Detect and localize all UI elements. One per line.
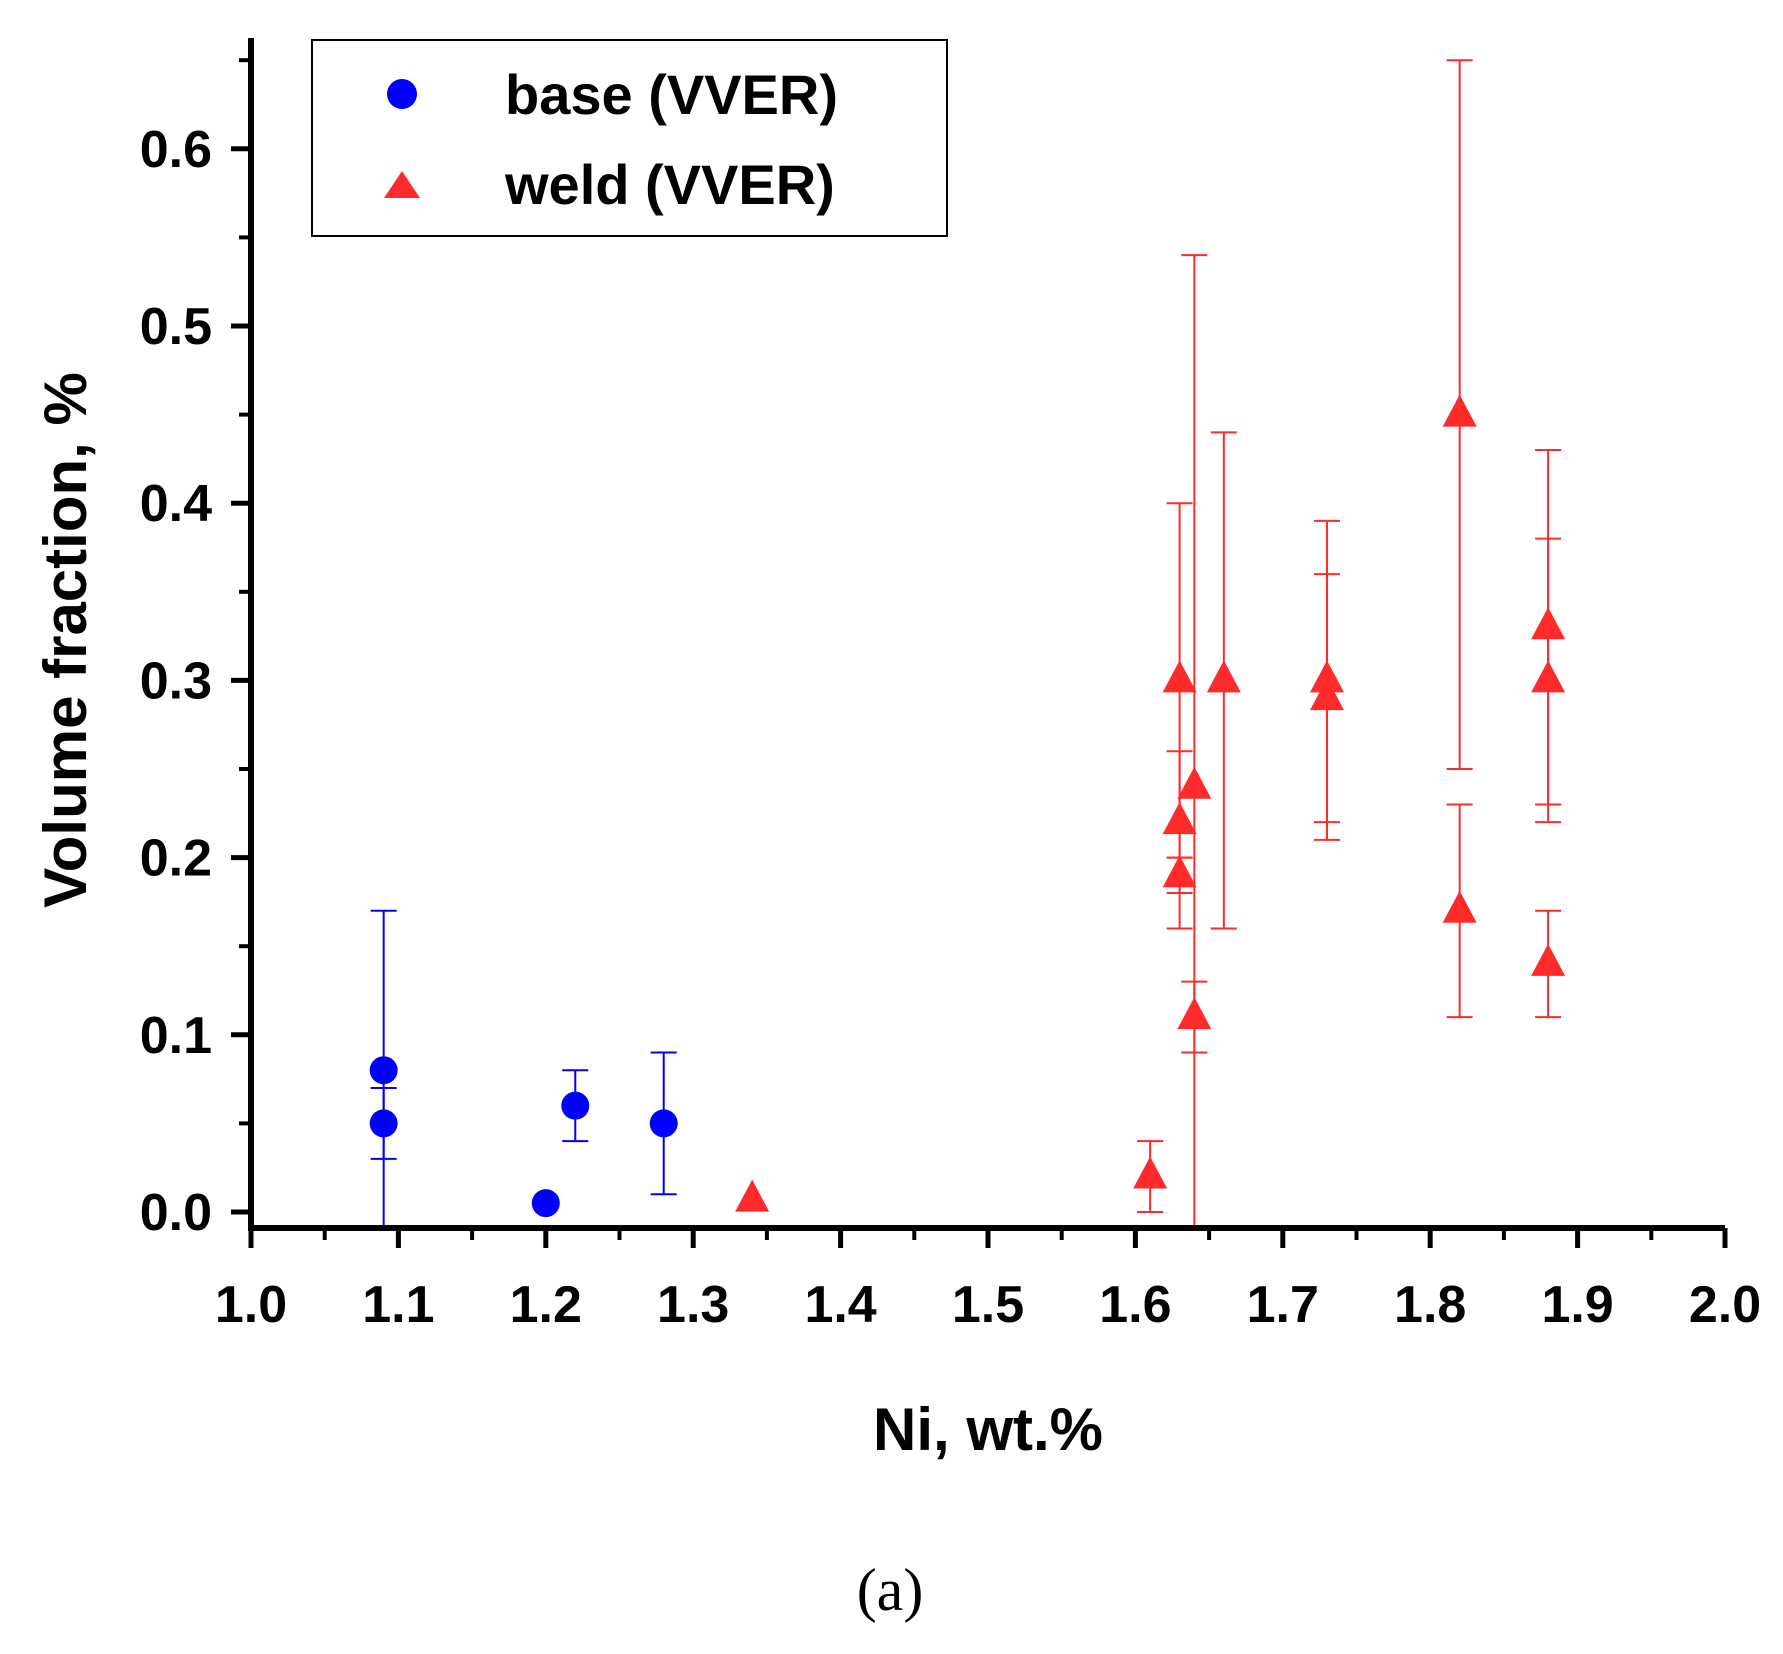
data-point-base bbox=[369, 1109, 398, 1138]
x-tick-label: 1.2 bbox=[510, 1276, 582, 1334]
ticks-layer: 1.0 1.1 1.2 1.3 1.4 1.5 1.6 1.7 1.8 1.9 2.0 0.0 0.1 0… bbox=[140, 58, 1761, 1334]
data-point-weld bbox=[1177, 766, 1212, 799]
data-point-weld bbox=[1442, 890, 1477, 923]
y-tick-label: 0.2 bbox=[140, 830, 212, 888]
legend-base-marker bbox=[387, 79, 417, 109]
data-point-base bbox=[531, 1189, 560, 1218]
data-point-base bbox=[369, 1056, 398, 1085]
data-point-weld bbox=[735, 1179, 770, 1212]
x-tick-label: 1.9 bbox=[1541, 1276, 1613, 1334]
x-tick-label: 1.1 bbox=[362, 1276, 434, 1334]
y-tick-label: 0.5 bbox=[140, 298, 212, 356]
data-point-weld bbox=[1206, 660, 1241, 693]
legend: base (VVER) weld (VVER) bbox=[311, 39, 948, 237]
data-point-base bbox=[649, 1109, 678, 1138]
legend-base-label: base (VVER) bbox=[505, 63, 838, 126]
data-point-weld bbox=[1162, 660, 1197, 693]
data-point-weld bbox=[1310, 660, 1345, 693]
data-point-weld bbox=[1177, 997, 1212, 1030]
y-axis-title: Volume fraction, % bbox=[32, 372, 99, 908]
data-point-weld bbox=[1133, 1156, 1168, 1189]
x-tick-label: 2.0 bbox=[1689, 1276, 1761, 1334]
panel-label: (a) bbox=[857, 1557, 924, 1623]
data-point-weld bbox=[1531, 607, 1566, 640]
x-tick-label: 1.5 bbox=[952, 1276, 1024, 1334]
data-point-weld bbox=[1442, 394, 1477, 427]
x-tick-label: 1.0 bbox=[215, 1276, 287, 1334]
data-point-weld bbox=[1531, 943, 1566, 976]
y-tick-label: 0.4 bbox=[140, 475, 212, 533]
data-point-weld bbox=[1162, 855, 1197, 888]
x-axis-title: Ni, wt.% bbox=[873, 1396, 1103, 1463]
y-tick-label: 0.6 bbox=[140, 121, 212, 179]
x-tick-label: 1.8 bbox=[1394, 1276, 1466, 1334]
data-point-weld bbox=[1162, 802, 1197, 835]
x-tick-label: 1.4 bbox=[804, 1276, 876, 1334]
data-point-weld bbox=[1310, 678, 1345, 711]
markers-layer bbox=[369, 394, 1566, 1218]
y-tick-label: 0.1 bbox=[140, 1007, 212, 1065]
data-point-weld bbox=[1531, 660, 1566, 693]
x-tick-label: 1.7 bbox=[1247, 1276, 1319, 1334]
x-tick-label: 1.6 bbox=[1099, 1276, 1171, 1334]
y-tick-label: 0.3 bbox=[140, 652, 212, 710]
error-bar bbox=[1181, 254, 1208, 1231]
legend-weld-label: weld (VVER) bbox=[504, 153, 835, 216]
legend-weld-marker bbox=[384, 171, 420, 198]
x-tick-label: 1.3 bbox=[657, 1276, 729, 1334]
legend-box bbox=[311, 39, 948, 237]
y-tick-label: 0.0 bbox=[140, 1184, 212, 1242]
data-point-base bbox=[561, 1091, 590, 1120]
